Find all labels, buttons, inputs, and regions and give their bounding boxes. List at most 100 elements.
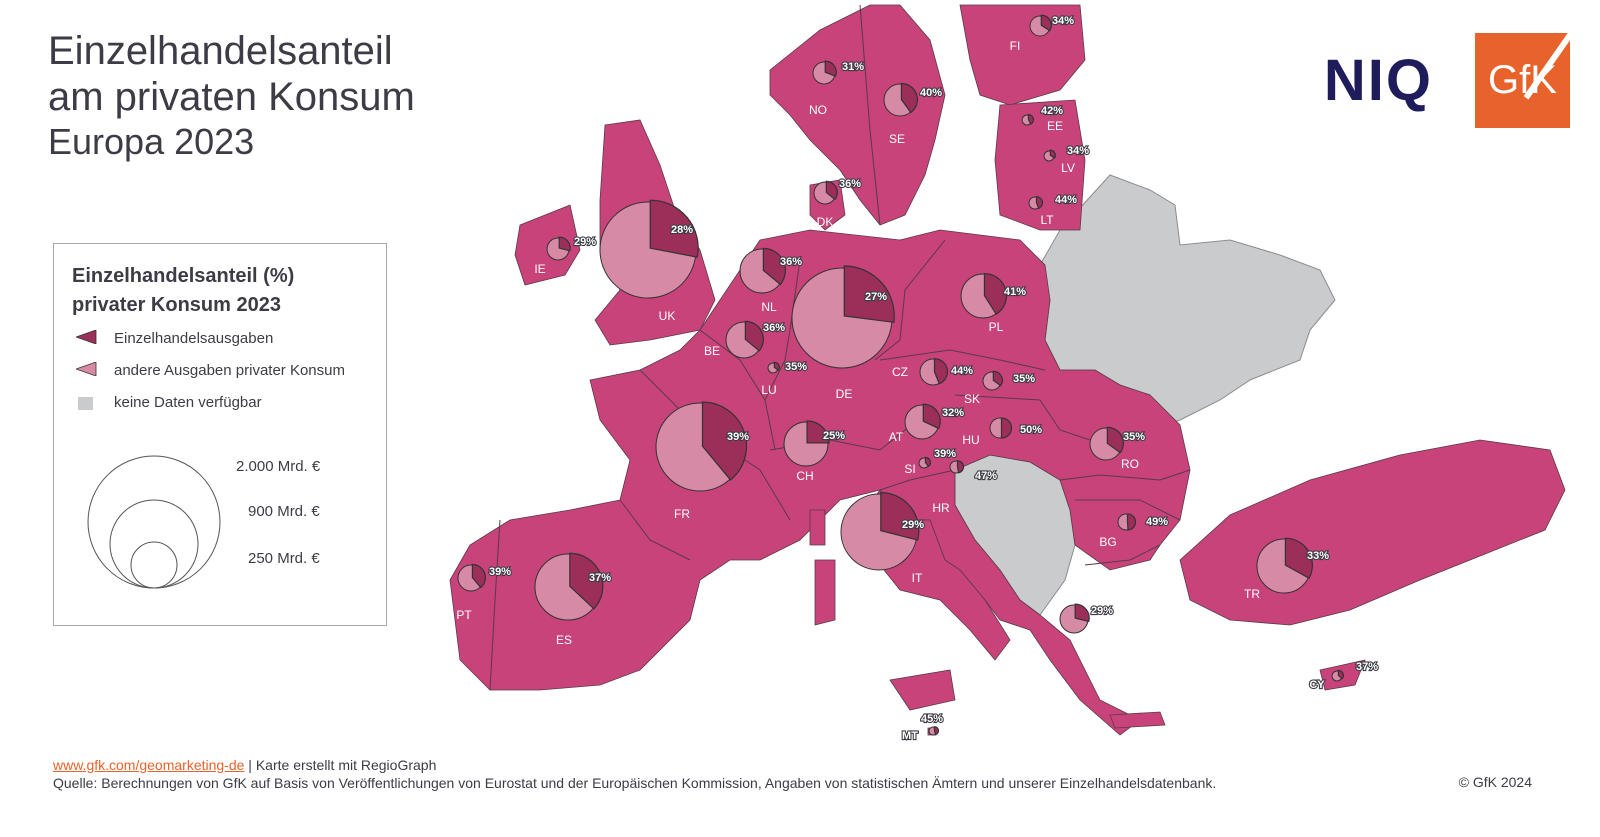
legend-title-line-2: privater Konsum 2023: [72, 294, 281, 316]
pie-percent-label-nl: 36%: [780, 256, 802, 268]
pie-retail-slice-gr: [1074, 603, 1090, 623]
pie-retail-slice-lu: [773, 361, 780, 372]
pie-gr: 29% GR: [1059, 603, 1114, 657]
legend: Einzelhandelsanteil (%) privater Konsum …: [53, 243, 387, 626]
pie-percent-label-lv: 34%: [1067, 145, 1089, 157]
country-label-cz: CZ: [892, 365, 908, 379]
country-label-be: BE: [704, 344, 720, 358]
pie-bg: 49% BG: [1099, 513, 1169, 549]
pie-be: 36% BE: [704, 320, 786, 359]
country-label-hr: HR: [932, 501, 950, 515]
pie-percent-label-dk: 36%: [839, 178, 861, 190]
legend-retail-swatch: [76, 330, 97, 344]
pie-percent-label-it: 29%: [902, 519, 924, 531]
pie-percent-label-no: 31%: [842, 61, 864, 73]
pie-uk: 28% UK: [599, 199, 699, 323]
pie-percent-label-de: 27%: [865, 291, 887, 303]
footer-line-1: www.gfk.com/geomarketing-de | Karte erst…: [53, 756, 1216, 774]
niq-logo: NIQ: [1323, 48, 1433, 113]
country-label-hu: HU: [962, 433, 979, 447]
pie-retail-slice-lv: [1049, 149, 1056, 159]
logos: NIQ GfK: [1324, 33, 1570, 128]
pie-pt: 39% PT: [456, 563, 512, 622]
pie-retail-slice-it: [880, 492, 920, 541]
legend-circle-large: [87, 455, 221, 589]
pie-percent-label-ie: 29%: [574, 236, 596, 248]
pie-percent-label-fr: 39%: [727, 431, 749, 443]
pie-fr: 39% FR: [655, 401, 750, 521]
pie-nl: 36% NL: [739, 247, 803, 314]
pie-si: 39% SI: [904, 447, 957, 476]
pie-fi: 34% FI: [1010, 14, 1076, 53]
gfk-geomarketing-link[interactable]: www.gfk.com/geomarketing-de: [53, 757, 245, 773]
country-label-si: SI: [904, 462, 915, 476]
legend-size-medium: 900 Mrd. €: [248, 503, 320, 520]
pie-retail-slice-ie: [558, 236, 571, 252]
pie-ch: 25% CH: [783, 420, 846, 483]
footer-source: Quelle: Berechnungen von GfK auf Basis v…: [53, 775, 1217, 791]
pie-lu: 35% LU: [761, 360, 808, 397]
country-shape-finland: [959, 4, 1086, 106]
pie-at: 32% AT: [889, 403, 965, 444]
legend-item-nodata: keine Daten verfügbar: [114, 394, 262, 411]
pie-retail-slice-be: [744, 320, 764, 352]
pie-it: 29% IT: [840, 492, 925, 585]
pie-se: 40% SE: [883, 82, 943, 146]
pie-hr: 47% HR: [932, 460, 998, 515]
pie-retail-slice-cz: [933, 358, 949, 385]
country-label-ro: RO: [1121, 457, 1139, 471]
legend-item-retail: Einzelhandelsausgaben: [114, 330, 274, 347]
pie-percent-label-pt: 39%: [489, 566, 511, 578]
pie-tr: 33% TR: [1244, 537, 1330, 601]
country-label-se: SE: [889, 132, 905, 146]
pie-retail-slice-tr: [1284, 537, 1313, 579]
country-shape-turkey: [1179, 439, 1566, 626]
country-shape-corsica: [809, 509, 826, 546]
country-label-lt: LT: [1040, 213, 1054, 227]
country-label-lu: LU: [761, 383, 776, 397]
pie-lt: 44%LT: [1028, 193, 1078, 227]
pie-percent-label-be: 36%: [763, 322, 785, 334]
country-shape-crete: [1109, 711, 1166, 729]
pie-percent-label-cz: 44%: [951, 365, 973, 377]
pie-retail-slice-ee: [1027, 114, 1035, 125]
pie-percent-label-lt: 44%: [1055, 194, 1077, 206]
pie-ro: 35% RO: [1089, 426, 1146, 471]
legend-size-circles: [87, 455, 221, 589]
footer-link-suffix: | Karte erstellt mit RegioGraph: [244, 757, 437, 773]
title-line-3: Europa 2023: [48, 121, 255, 162]
pie-percent-label-cy: 37%: [1356, 661, 1378, 673]
copyright: © GfK 2024: [1458, 774, 1532, 790]
country-label-fr: FR: [674, 507, 690, 521]
legend-circle-small: [130, 541, 178, 589]
pie-hu: 50% HU: [962, 417, 1043, 447]
country-shape-sardinia: [814, 559, 836, 626]
pie-percent-label-sk: 35%: [1013, 373, 1035, 385]
pie-retail-slice-si: [924, 456, 931, 468]
pie-percent-label-mt: 45%: [921, 713, 943, 725]
country-label-nl: NL: [761, 300, 777, 314]
pie-percent-label-fi: 34%: [1052, 15, 1074, 27]
country-label-ie: IE: [534, 262, 545, 276]
legend-circle-medium: [109, 499, 199, 589]
country-shape-baltics: [994, 99, 1086, 231]
pie-percent-label-se: 40%: [920, 87, 942, 99]
country-label-ch: CH: [796, 469, 813, 483]
pie-retail-slice-lt: [1035, 196, 1044, 210]
country-label-at: AT: [889, 430, 904, 444]
country-label-fi: FI: [1010, 39, 1021, 53]
gfk-logo: GfK: [1475, 33, 1570, 128]
pie-lv: 34% LV: [1043, 144, 1090, 175]
pie-retail-slice-cy: [1337, 669, 1344, 680]
pie-percent-label-at: 32%: [942, 407, 964, 419]
pie-percent-label-pl: 41%: [1004, 286, 1026, 298]
footer: www.gfk.com/geomarketing-de | Karte erst…: [53, 756, 1216, 792]
pie-percent-label-es: 37%: [589, 572, 611, 584]
country-shape-mainland: [449, 229, 1191, 736]
pie-retail-slice-fi: [1040, 14, 1052, 32]
pie-retail-slice-mt: [933, 726, 940, 736]
country-label-lv: LV: [1061, 161, 1075, 175]
country-label-gr: GR: [1079, 643, 1097, 657]
pie-percent-label-tr: 33%: [1307, 550, 1329, 562]
pie-ee: 42% EE: [1021, 104, 1064, 133]
